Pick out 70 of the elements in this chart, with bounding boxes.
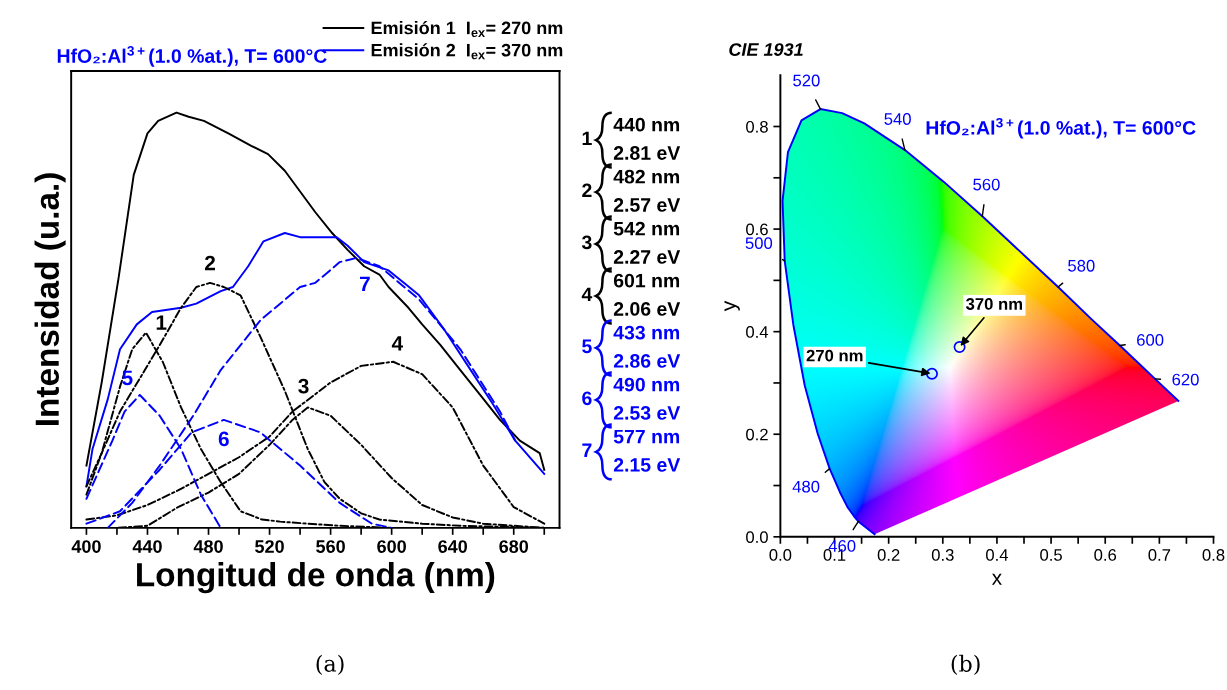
x-tick-label: 480 xyxy=(193,540,223,553)
y-tick-label: 0.6 xyxy=(746,223,768,236)
x-tick-label: 0.8 xyxy=(1202,549,1225,561)
annotation: HfO₂:Al$^{3+}$(1.0 %at.), T= 600°C xyxy=(926,117,1196,139)
text: 5 xyxy=(582,339,592,354)
text: 2.86 eV xyxy=(613,354,681,368)
annotation: 580 xyxy=(1068,259,1095,272)
y-tick-label: 0.2 xyxy=(746,428,768,441)
text: 1 xyxy=(582,131,592,146)
annotation: 4 xyxy=(391,336,404,351)
x-tick-label: 0.2 xyxy=(877,549,900,561)
chart-title: HfO₂:Al$^{3+}$(1.0 %at.), T= 600°C xyxy=(57,46,327,67)
x-tick-label: 0.6 xyxy=(1094,549,1117,561)
text: 7 xyxy=(582,443,592,457)
text: (a) xyxy=(316,654,344,676)
x-tick-label: 560 xyxy=(316,540,345,553)
annotation: 480 xyxy=(792,480,820,493)
text: 440 nm xyxy=(613,117,680,132)
text: 433 nm xyxy=(613,325,680,340)
annotation: 520 xyxy=(793,74,820,87)
x-tick-label: 0.0 xyxy=(769,549,792,561)
annotation: 600 xyxy=(1137,334,1164,346)
text: 601 nm xyxy=(613,273,680,288)
y-tick-label: 0.8 xyxy=(746,120,768,133)
text: 2.53 eV xyxy=(613,406,681,420)
x-tick-label: 0.7 xyxy=(1148,549,1171,561)
text: 6 xyxy=(582,391,592,406)
annotation: 500 xyxy=(745,237,773,250)
text: (b) xyxy=(951,654,980,676)
annotation: 2 xyxy=(204,255,215,271)
annotation: 5 xyxy=(122,370,133,386)
x-tick-label: 600 xyxy=(377,540,406,553)
x-tick-label: 640 xyxy=(438,540,468,553)
annotation: 620 xyxy=(1172,373,1199,386)
annotation: 7 xyxy=(359,276,370,292)
y-tick-label: 0.0 xyxy=(746,531,768,544)
x-axis-title: Longitud de onda (nm) xyxy=(137,562,495,594)
x-axis-title: x xyxy=(991,573,1002,585)
y-tick-label: 0.4 xyxy=(746,326,769,338)
text: 577 nm xyxy=(613,429,680,444)
annotation: 560 xyxy=(973,178,1000,191)
y-axis-title: y xyxy=(724,300,740,312)
annotation: 270 nm xyxy=(806,349,863,362)
text: 490 nm xyxy=(613,377,680,392)
text: 482 nm xyxy=(613,169,680,184)
x-tick-label: 680 xyxy=(499,540,529,553)
x-tick-label: 520 xyxy=(255,540,284,553)
legend-label: Emisión 1 I$_{ex}$= 270 nm xyxy=(371,20,563,38)
annotation: 3 xyxy=(298,378,309,394)
x-tick-label: 400 xyxy=(71,540,101,553)
text: 2.57 eV xyxy=(613,198,681,212)
annotation: 6 xyxy=(218,431,229,447)
annotation: 1 xyxy=(156,315,167,330)
text: 3 xyxy=(581,235,592,250)
annotation: 370 nm xyxy=(965,298,1022,310)
annotation: 540 xyxy=(884,113,911,125)
legend-label: Emisión 2 I$_{ex}$= 370 nm xyxy=(371,43,563,60)
text: 2 xyxy=(582,183,592,198)
text: 4 xyxy=(581,287,593,302)
chart-title: CIE 1931 xyxy=(729,43,803,56)
text: 2.81 eV xyxy=(613,146,681,160)
x-tick-label: 0.4 xyxy=(986,549,1009,561)
y-axis-title: Intensidad (u.a.) xyxy=(34,173,66,425)
text: 542 nm xyxy=(613,221,680,236)
text: 2.06 eV xyxy=(613,302,681,316)
x-tick-label: 0.3 xyxy=(931,549,954,561)
text: 2.27 eV xyxy=(613,250,681,264)
x-tick-label: 440 xyxy=(132,540,162,553)
text: 2.15 eV xyxy=(613,458,681,472)
x-tick-label: 0.5 xyxy=(1040,549,1062,561)
